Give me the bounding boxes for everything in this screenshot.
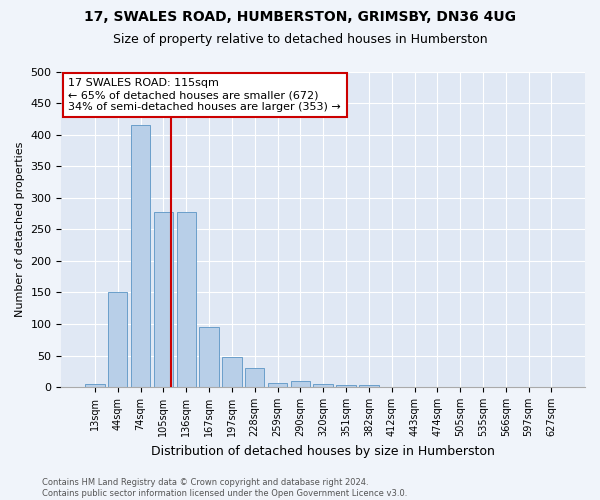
Bar [85,384,104,387]
Bar [313,384,333,387]
Text: Contains HM Land Registry data © Crown copyright and database right 2024.
Contai: Contains HM Land Registry data © Crown c… [42,478,407,498]
Bar [222,357,242,387]
Bar [131,124,150,387]
Text: 17, SWALES ROAD, HUMBERSTON, GRIMSBY, DN36 4UG: 17, SWALES ROAD, HUMBERSTON, GRIMSBY, DN… [84,10,516,24]
Bar [199,327,219,387]
Bar [176,212,196,387]
Bar [154,212,173,387]
Bar [359,385,379,387]
Bar [108,292,127,387]
Bar [290,381,310,387]
Text: Size of property relative to detached houses in Humberston: Size of property relative to detached ho… [113,32,487,46]
X-axis label: Distribution of detached houses by size in Humberston: Distribution of detached houses by size … [151,444,495,458]
Text: 17 SWALES ROAD: 115sqm
← 65% of detached houses are smaller (672)
34% of semi-de: 17 SWALES ROAD: 115sqm ← 65% of detached… [68,78,341,112]
Bar [268,382,287,387]
Bar [337,385,356,387]
Bar [245,368,265,387]
Y-axis label: Number of detached properties: Number of detached properties [15,142,25,317]
